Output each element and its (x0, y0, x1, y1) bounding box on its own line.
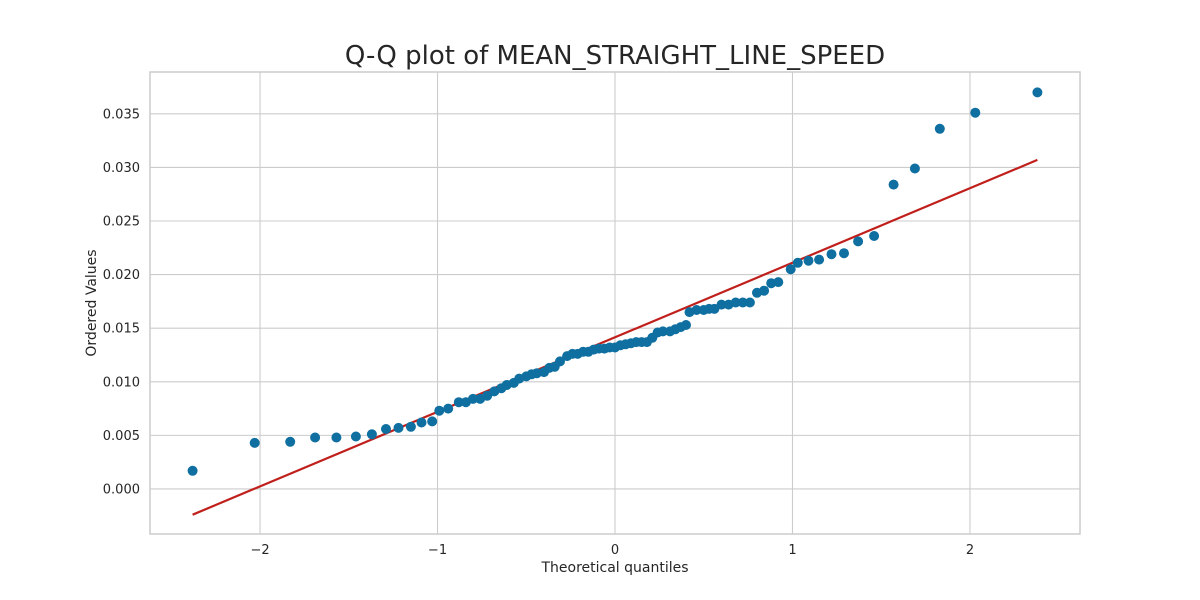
data-point (785, 264, 796, 275)
data-point (416, 417, 427, 428)
x-tick-label: 0 (611, 543, 619, 558)
data-point (970, 107, 981, 118)
y-tick-label: 0.035 (103, 107, 140, 122)
data-point (681, 320, 691, 330)
data-point (888, 179, 899, 190)
chart-title: Q-Q plot of MEAN_STRAIGHT_LINE_SPEED (345, 41, 885, 71)
data-points-layer (187, 87, 1043, 476)
y-tick-label: 0.015 (103, 322, 140, 337)
y-axis-label: Ordered Values (84, 249, 100, 356)
data-point (657, 326, 668, 337)
data-point (366, 429, 377, 440)
data-point (187, 465, 198, 476)
data-point (759, 285, 770, 296)
data-point (249, 437, 260, 448)
x-tick-label: 1 (788, 543, 796, 558)
data-point (331, 432, 342, 443)
data-point (381, 424, 391, 434)
plot-area (149, 71, 1081, 535)
data-point (814, 254, 825, 265)
data-point (285, 436, 296, 447)
data-point (691, 305, 702, 315)
x-axis-ticks: −2 −1 0 1 2 (250, 543, 974, 558)
data-point (427, 416, 438, 427)
data-point (434, 405, 445, 416)
data-point (443, 403, 454, 414)
data-point (934, 123, 945, 134)
x-axis-label: Theoretical quantiles (540, 560, 688, 576)
data-point (792, 257, 803, 268)
y-tick-label: 0.005 (103, 429, 140, 444)
data-point (826, 249, 837, 260)
data-point (453, 397, 464, 408)
data-point (744, 297, 755, 308)
data-point (468, 393, 478, 404)
data-point (737, 297, 748, 308)
data-point (839, 248, 849, 259)
reference-line-layer (192, 158, 1038, 516)
data-point (393, 422, 404, 433)
data-point (405, 421, 416, 432)
y-tick-label: 0.030 (103, 161, 140, 176)
y-tick-label: 0.010 (103, 375, 140, 390)
data-point (716, 299, 727, 310)
x-tick-label: −1 (428, 543, 447, 558)
data-point (555, 356, 565, 367)
data-point (730, 297, 741, 308)
data-point (310, 432, 321, 443)
data-point (803, 255, 814, 266)
y-axis-ticks: 0.000 0.005 0.010 0.015 0.020 0.025 0.030 0.035 (103, 107, 140, 497)
data-point (773, 277, 784, 288)
data-point (1032, 87, 1043, 98)
y-tick-label: 0.000 (103, 482, 140, 497)
grid-lines (150, 72, 1080, 534)
x-tick-label: 2 (966, 543, 974, 558)
data-point (853, 236, 864, 247)
y-tick-label: 0.025 (103, 214, 140, 229)
data-point (909, 163, 920, 174)
data-point (869, 231, 880, 241)
y-tick-label: 0.020 (103, 268, 140, 283)
x-tick-label: −2 (250, 543, 269, 558)
data-point (350, 431, 361, 442)
reference-line (192, 158, 1038, 516)
